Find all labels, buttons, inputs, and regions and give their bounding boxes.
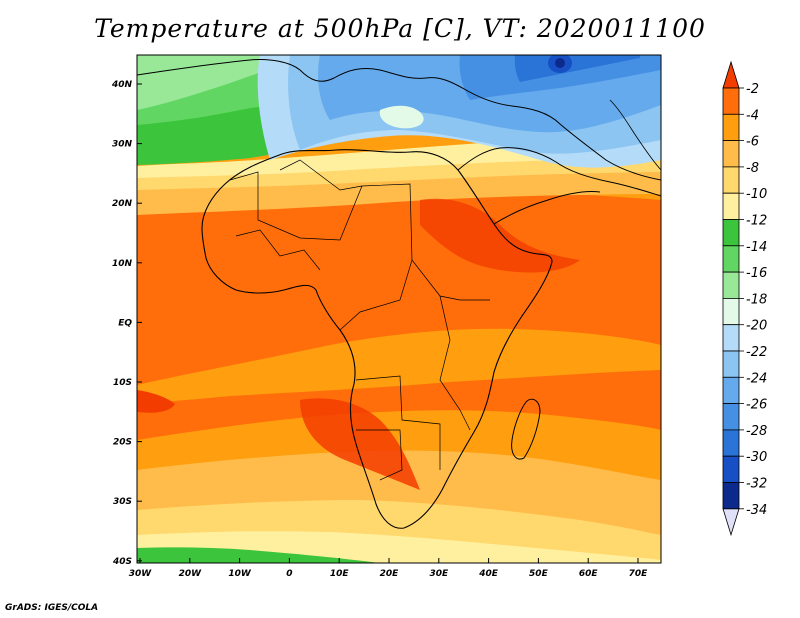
plot-frame	[136, 54, 662, 564]
lat-tick-label: 30S	[113, 497, 132, 507]
colorbar-label: -30	[746, 450, 767, 465]
colorbar-label: -2	[746, 82, 759, 97]
colorbar-label: -26	[746, 398, 767, 413]
colorbar-label: -14	[746, 240, 767, 255]
colorbar-segment	[722, 429, 740, 457]
colorbar-segment	[722, 297, 740, 326]
colorbar-segment	[722, 219, 740, 247]
colorbar-label: -20	[746, 319, 767, 334]
lon-tick-label: 30W	[129, 569, 153, 579]
grads-credit: GrADS: IGES/COLA	[5, 603, 99, 613]
colorbar-label: -24	[746, 371, 767, 386]
colorbar-label: -4	[746, 108, 759, 123]
lon-tick-label: 40E	[478, 569, 499, 579]
colorbar-segment	[722, 455, 740, 483]
colorbar-segment	[722, 403, 740, 431]
lon-tick-label: 20E	[380, 569, 400, 579]
colorbar-label: -28	[746, 424, 767, 439]
colorbar-segment	[722, 192, 740, 220]
map-title: Temperature at 500hPa [C], VT: 202001110…	[94, 14, 706, 43]
lon-tick-label: 0	[286, 569, 292, 579]
colorbar-segment	[722, 376, 740, 404]
lon-tick-label: 70E	[629, 569, 649, 579]
colorbar-label: -12	[746, 214, 767, 229]
colorbar-segment	[722, 324, 740, 352]
lon-tick-label: 60E	[579, 569, 599, 579]
colorbar-top-triangle	[722, 60, 740, 89]
colorbar-label: -10	[746, 187, 767, 202]
colorbar-segment	[722, 350, 740, 378]
colorbar-label: -8	[746, 161, 759, 176]
lat-tick-label: 40N	[111, 80, 133, 90]
lat-tick-label: 20N	[112, 199, 133, 209]
lat-tick-label: 30N	[112, 140, 133, 150]
latitude-axis: 40N 30N 20N 10N EQ 10S 20S 30S 40S	[111, 80, 142, 567]
colorbar-bottom-triangle	[722, 508, 740, 537]
colorbar-label: -34	[746, 503, 767, 518]
color-scale-bar: -2 -4 -6 -8 -10 -12 -14 -16 -18 -20 -22 -24 -26 -28 -3…	[722, 60, 767, 537]
lat-tick-label: EQ	[118, 318, 132, 328]
colorbar-label: -6	[746, 135, 759, 150]
colorbar-label: -18	[746, 292, 767, 307]
colorbar-segment	[722, 140, 740, 168]
colorbar-segment	[722, 482, 740, 510]
lon-tick-label: 20W	[179, 569, 203, 579]
lat-tick-label: 10S	[113, 378, 132, 388]
lat-tick-label: 40S	[112, 557, 132, 567]
colorbar-label: -22	[746, 345, 767, 360]
lat-tick-label: 10N	[112, 259, 133, 269]
colorbar-label: -16	[746, 266, 767, 281]
longitude-axis: 30W 20W 10W 0 10E 20E 30E 40E 50E 60E 70E	[129, 558, 648, 579]
lon-tick-label: 30E	[429, 569, 449, 579]
colorbar-segment	[722, 245, 740, 273]
lon-tick-label: 50E	[529, 569, 549, 579]
map-figure: 40N 30N 20N 10N EQ 10S 20S 30S 40S 30W 20W 10W 0 10E…	[111, 54, 767, 579]
colorbar-segment	[722, 87, 740, 115]
temperature-field	[137, 55, 661, 563]
colorbar-segment	[722, 166, 740, 194]
colorbar-segment	[722, 271, 740, 299]
colorbar-segment	[722, 113, 740, 142]
lon-tick-label: 10W	[228, 569, 252, 579]
colorbar-label: -32	[746, 477, 767, 492]
lat-tick-label: 20S	[113, 438, 132, 448]
lon-tick-label: 10E	[330, 569, 350, 579]
